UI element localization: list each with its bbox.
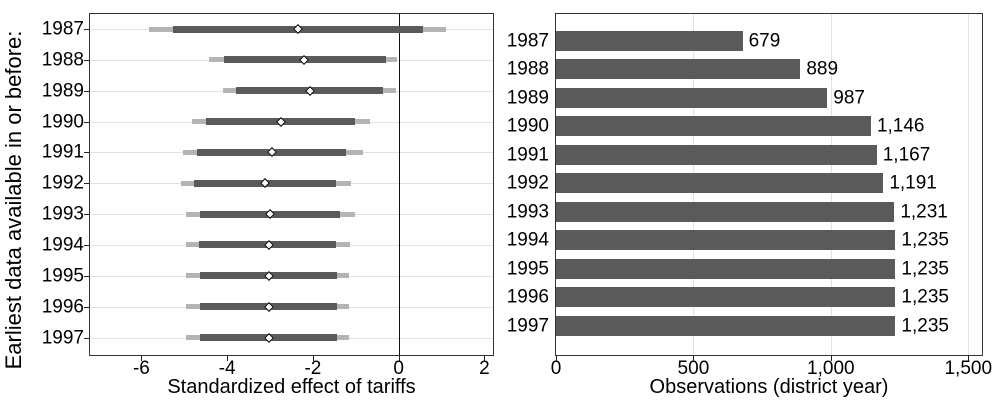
- right-x-tick: [556, 356, 557, 361]
- left-y-tick: [84, 183, 89, 185]
- observation-bar: [556, 287, 896, 307]
- right-year-label: 1987: [506, 30, 549, 51]
- left-x-tick: [398, 356, 400, 361]
- bar-value-label: 1,235: [901, 286, 949, 308]
- left-year-label: 1989: [41, 80, 84, 102]
- left-year-label: 1994: [41, 234, 84, 256]
- bar-value-label: 1,235: [901, 258, 949, 279]
- observation-bar: [556, 258, 896, 279]
- observation-bar: [556, 230, 896, 250]
- left-y-tick: [84, 214, 89, 216]
- observation-bar: [556, 30, 743, 51]
- left-x-tick: [141, 356, 143, 361]
- right-x-tick-label: 1,500: [944, 358, 993, 379]
- left-year-label: 1995: [41, 265, 84, 287]
- left-x-tick-label: -4: [218, 358, 236, 379]
- right-year-label: 1994: [506, 229, 549, 251]
- left-year-label: 1991: [41, 141, 84, 163]
- left-y-tick: [84, 337, 89, 339]
- right-x-tick: [830, 356, 832, 361]
- bar-value-label: 1,235: [901, 229, 949, 251]
- right-x-axis-title: Observations (district year): [649, 376, 889, 398]
- left-y-tick: [84, 275, 89, 277]
- right-x-tick: [693, 356, 695, 361]
- right-x-tick: [968, 356, 970, 361]
- left-x-axis-title: Standardized effect of tariffs: [167, 376, 416, 398]
- left-x-tick: [312, 356, 314, 361]
- observation-bar: [556, 144, 877, 165]
- left-y-tick: [84, 29, 89, 30]
- left-year-label: 1988: [41, 49, 84, 71]
- left-y-tick: [84, 152, 89, 154]
- bar-value-label: 1,235: [901, 315, 949, 336]
- left-year-label: 1990: [41, 111, 84, 133]
- left-year-label: 1996: [41, 296, 84, 318]
- left-x-tick-label: -2: [304, 358, 322, 379]
- right-x-tick-label: 1,000: [807, 358, 855, 379]
- observation-bar: [556, 59, 801, 79]
- right-year-label: 1995: [506, 258, 549, 279]
- left-y-tick: [84, 90, 89, 92]
- right-year-label: 1997: [506, 315, 549, 336]
- left-year-label: 1997: [41, 327, 84, 348]
- left-year-label: 1987: [41, 18, 84, 40]
- right-x-tick-label: 500: [677, 358, 710, 379]
- right-year-label: 1996: [506, 286, 549, 308]
- right-x-tick-label: 0: [550, 358, 562, 379]
- bar-value-label: 1,167: [882, 144, 931, 165]
- bar-gridline: [968, 14, 970, 355]
- right-year-label: 1993: [506, 201, 549, 222]
- bar-value-label: 1,231: [900, 201, 948, 222]
- left-y-tick: [84, 59, 89, 61]
- bar-value-label: 987: [833, 87, 865, 108]
- observation-bar: [556, 315, 896, 336]
- left-x-tick-label: 0: [393, 358, 404, 379]
- left-y-tick: [84, 121, 89, 123]
- observation-bar: [556, 116, 871, 136]
- observation-bar: [556, 87, 828, 108]
- left-year-label: 1992: [41, 172, 84, 194]
- left-x-tick-label: -6: [132, 358, 150, 379]
- right-year-label: 1991: [506, 144, 549, 165]
- right-year-label: 1988: [506, 58, 549, 80]
- left-year-label: 1993: [41, 203, 84, 225]
- right-year-label: 1990: [506, 115, 549, 137]
- left-y-axis-title: Earliest data available in or before:: [1, 30, 26, 370]
- left-x-tick: [484, 356, 486, 361]
- right-year-label: 1992: [506, 172, 549, 194]
- bar-value-label: 679: [748, 30, 781, 51]
- left-y-tick: [84, 306, 89, 308]
- left-x-tick-label: 2: [479, 358, 490, 379]
- bar-value-label: 1,191: [889, 172, 937, 194]
- bar-value-label: 1,146: [876, 115, 925, 137]
- observation-bar: [556, 173, 884, 193]
- observation-bar: [556, 201, 895, 222]
- bar-value-label: 889: [806, 58, 839, 80]
- zero-reference-line: [398, 14, 400, 355]
- left-x-tick: [227, 356, 229, 361]
- left-y-tick: [84, 244, 89, 246]
- right-year-label: 1989: [506, 87, 549, 108]
